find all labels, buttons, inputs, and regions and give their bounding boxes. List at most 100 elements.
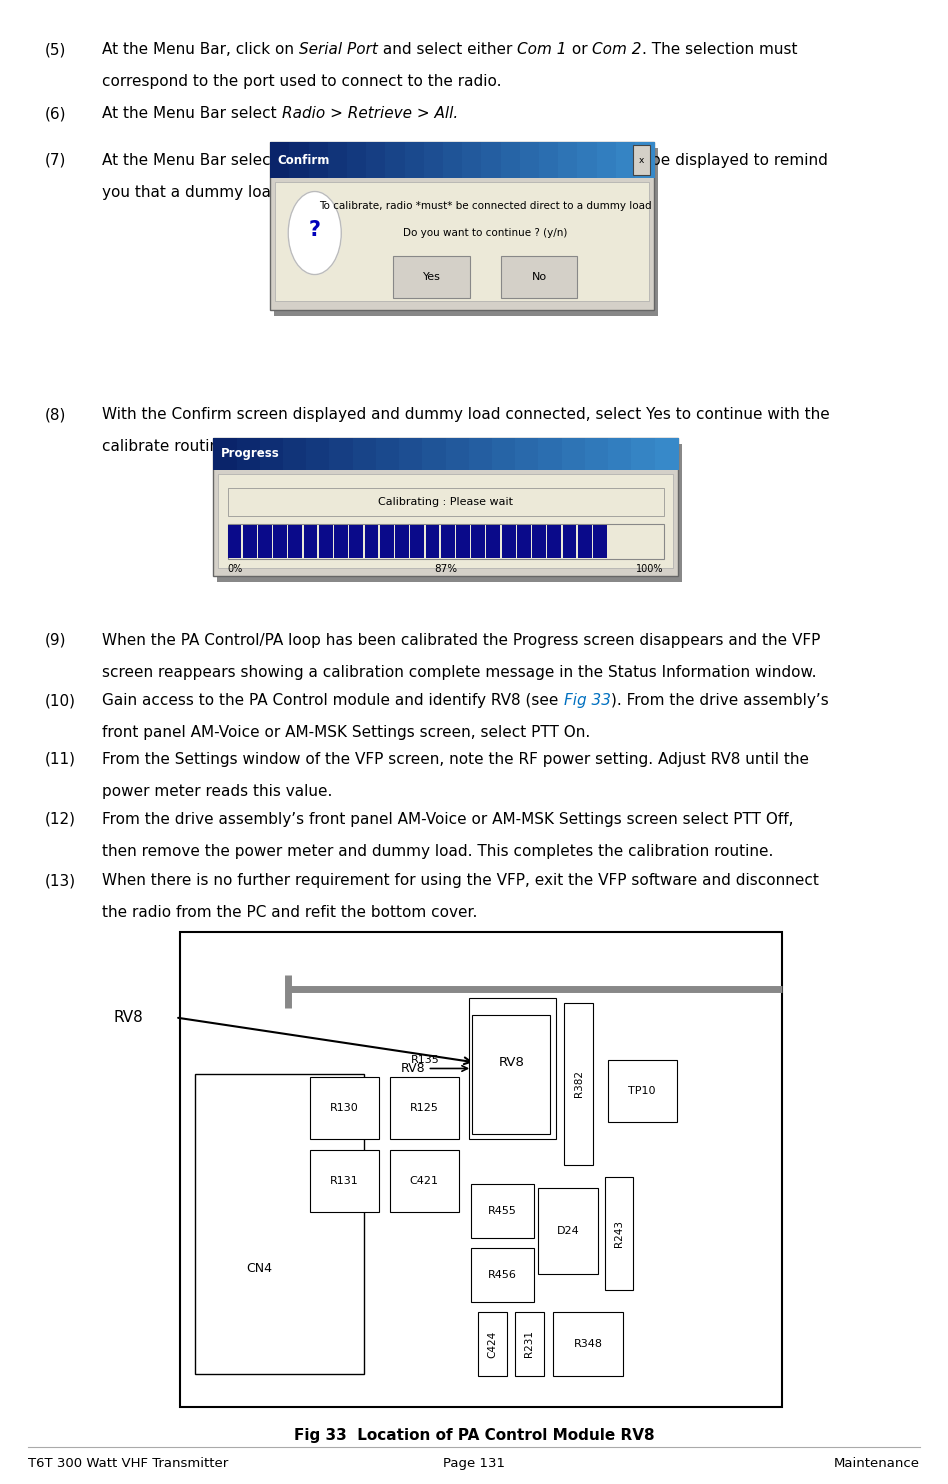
Bar (334, 525, 348, 558)
Bar (482, 142, 501, 178)
Text: Calibrating : Please wait: Calibrating : Please wait (378, 497, 513, 508)
Text: Radio > Retrieve > All.: Radio > Retrieve > All. (282, 105, 458, 122)
Bar (270, 142, 290, 178)
Bar (390, 1150, 459, 1212)
Bar (635, 142, 655, 178)
Bar (424, 142, 444, 178)
Text: CN4: CN4 (246, 1263, 272, 1275)
Text: Progress: Progress (221, 447, 280, 460)
Bar (350, 525, 363, 558)
Bar (515, 1312, 544, 1376)
Bar (375, 438, 400, 469)
Bar (608, 1060, 677, 1122)
Bar (478, 1312, 507, 1376)
Text: From the drive assembly’s front panel AM-Voice or AM-MSK Settings screen select : From the drive assembly’s front panel AM… (102, 812, 793, 827)
Bar (180, 932, 782, 1407)
Bar (273, 525, 287, 558)
Text: and select either: and select either (378, 42, 518, 58)
Text: R130: R130 (330, 1103, 358, 1113)
Bar (306, 438, 331, 469)
Bar (426, 525, 439, 558)
Bar (195, 1074, 364, 1374)
Text: (8): (8) (45, 407, 66, 423)
Bar (515, 438, 539, 469)
Text: When there is no further requirement for using the VFP, exit the VFP software an: When there is no further requirement for… (102, 873, 819, 889)
Text: (5): (5) (45, 42, 66, 58)
Bar (365, 525, 378, 558)
Bar (283, 438, 307, 469)
Bar (608, 438, 632, 469)
Bar (441, 525, 455, 558)
Bar (213, 438, 237, 469)
Bar (422, 438, 447, 469)
Text: then remove the power meter and dummy load. This completes the calibration routi: then remove the power meter and dummy lo… (102, 843, 774, 859)
Text: R243: R243 (614, 1220, 624, 1247)
Text: (10): (10) (45, 693, 76, 708)
Bar (501, 142, 520, 178)
Bar (471, 1184, 534, 1238)
Text: (13): (13) (45, 873, 76, 889)
Bar (309, 142, 329, 178)
Text: RV8: RV8 (114, 1011, 143, 1025)
Text: No: No (532, 273, 546, 282)
Text: T6T 300 Watt VHF Transmitter: T6T 300 Watt VHF Transmitter (28, 1457, 228, 1471)
Text: R131: R131 (330, 1177, 358, 1186)
Bar (410, 525, 424, 558)
Text: RV8: RV8 (400, 1063, 425, 1074)
Bar (547, 525, 561, 558)
Text: calibrate routine. The Progress screen will then be displayed.: calibrate routine. The Progress screen w… (102, 439, 571, 454)
Text: Com 2: Com 2 (592, 42, 642, 58)
Bar (532, 525, 546, 558)
Text: ). From the drive assembly’s: ). From the drive assembly’s (611, 693, 829, 708)
Bar (561, 438, 586, 469)
Bar (385, 142, 406, 178)
Bar (243, 525, 257, 558)
Bar (633, 145, 650, 175)
Bar (228, 488, 664, 516)
Bar (310, 1150, 379, 1212)
Bar (468, 438, 493, 469)
Bar (471, 1248, 534, 1303)
Text: you that a dummy load must be connected before proceeding.: you that a dummy load must be connected … (102, 184, 584, 200)
Bar (328, 142, 348, 178)
Text: power meter reads this value.: power meter reads this value. (102, 784, 337, 798)
Text: (7): (7) (45, 153, 66, 168)
Text: 0%: 0% (228, 564, 243, 574)
Text: RV8: RV8 (499, 1057, 524, 1068)
Text: Gain access to the PA Control module and identify RV8 (see: Gain access to the PA Control module and… (102, 693, 564, 708)
Bar (558, 142, 578, 178)
Bar (237, 438, 261, 469)
Text: When the PA Control/PA loop has been calibrated the Progress screen disappears a: When the PA Control/PA loop has been cal… (102, 632, 821, 649)
Text: At the Menu Bar select: At the Menu Bar select (102, 105, 282, 122)
Bar (469, 999, 556, 1138)
Text: (11): (11) (45, 751, 76, 767)
Text: At the Menu Bar select: At the Menu Bar select (102, 153, 282, 168)
Text: D24: D24 (557, 1226, 580, 1236)
Text: ?: ? (309, 220, 320, 240)
Bar (289, 142, 309, 178)
Text: Maintenance: Maintenance (833, 1457, 920, 1471)
Bar (330, 438, 354, 469)
Bar (353, 438, 377, 469)
Text: From the Settings window of the VFP screen, note the RF power setting. Adjust RV: From the Settings window of the VFP scre… (102, 751, 810, 767)
Bar (258, 525, 272, 558)
Text: correspond to the port used to connect to the radio.: correspond to the port used to connect t… (102, 74, 501, 89)
Bar (213, 438, 678, 576)
Bar (462, 142, 483, 178)
Text: front panel AM-Voice or AM-MSK Settings screen, select PTT On.: front panel AM-Voice or AM-MSK Settings … (102, 724, 591, 741)
Text: Fig 33: Fig 33 (564, 693, 611, 708)
Bar (390, 1077, 459, 1138)
Text: Confirm: Confirm (278, 153, 330, 166)
Text: At the Menu Bar, click on: At the Menu Bar, click on (102, 42, 300, 58)
Bar (562, 525, 576, 558)
Text: 100%: 100% (636, 564, 664, 574)
Text: With the Confirm screen displayed and dummy load connected, select Yes to contin: With the Confirm screen displayed and du… (102, 407, 830, 423)
Bar (654, 438, 679, 469)
Text: R125: R125 (410, 1103, 439, 1113)
Bar (217, 444, 682, 582)
Bar (260, 438, 284, 469)
Text: R456: R456 (488, 1270, 517, 1281)
Text: screen reappears showing a calibration complete message in the Status Informatio: screen reappears showing a calibration c… (102, 665, 817, 680)
Text: R382: R382 (574, 1070, 584, 1097)
Text: R348: R348 (574, 1339, 603, 1349)
